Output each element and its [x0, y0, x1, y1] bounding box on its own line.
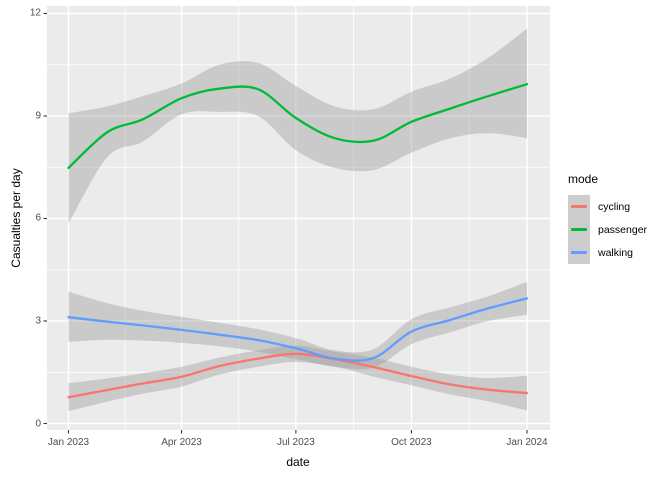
ribbon-walking [68, 281, 527, 370]
legend-item-walking: walking [568, 241, 647, 264]
ribbon-cycling [68, 345, 527, 412]
legend: mode cycling passenger walking [568, 172, 647, 264]
legend-key-line-icon [571, 228, 587, 231]
legend-label: cycling [598, 200, 631, 213]
x-axis-title: date [286, 455, 310, 469]
line-cycling [67, 352, 529, 399]
line-passenger [67, 83, 529, 170]
legend-items: cycling passenger walking [568, 195, 647, 264]
major-gridlines [47, 6, 550, 430]
plot-area [67, 28, 529, 412]
line-walking [67, 297, 529, 362]
legend-title: mode [568, 172, 599, 186]
x-tick-label: Jan 2024 [506, 437, 548, 448]
x-tick-label: Apr 2023 [161, 437, 202, 448]
y-tick-label: 12 [29, 7, 41, 19]
y-tick-label: 0 [35, 418, 41, 429]
legend-label: passenger [598, 223, 648, 236]
legend-item-passenger: passenger [568, 218, 647, 241]
legend-key-line-icon [571, 251, 587, 254]
legend-key-line-icon [571, 205, 587, 208]
x-tick-label: Oct 2023 [391, 437, 432, 448]
legend-key-swatch [568, 241, 590, 264]
y-tick-label: 9 [35, 110, 41, 122]
axis-tick-marks [43, 12, 528, 434]
legend-key-swatch [568, 218, 590, 241]
legend-key-swatch [568, 195, 590, 218]
x-tick-label: Jan 2023 [47, 437, 90, 448]
y-tick-label: 3 [35, 315, 41, 327]
legend-label: walking [598, 246, 634, 259]
x-tick-label: Jul 2023 [276, 437, 315, 448]
y-tick-label: 6 [35, 212, 41, 224]
legend-item-cycling: cycling [568, 195, 647, 218]
ribbon-passenger [68, 28, 527, 224]
